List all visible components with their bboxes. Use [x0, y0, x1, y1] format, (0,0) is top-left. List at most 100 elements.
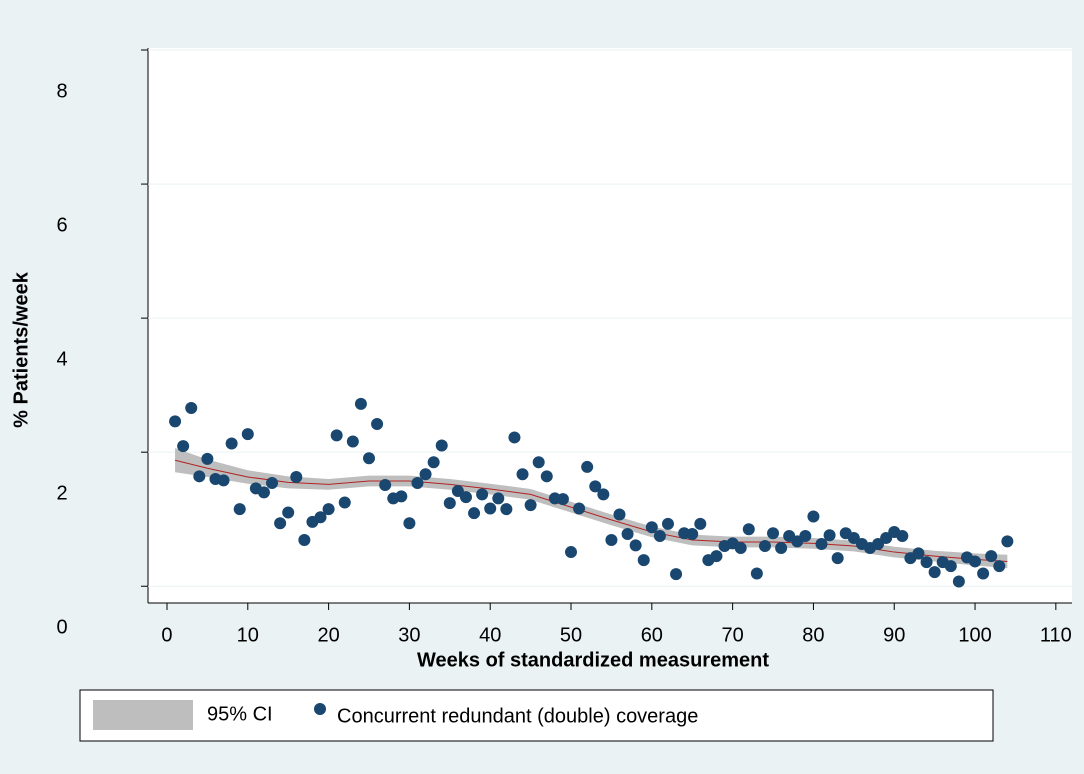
point: [217, 474, 230, 487]
point: [177, 440, 190, 453]
point: [661, 517, 674, 530]
x-tick-label: 30: [398, 624, 420, 646]
x-tick-label: 80: [802, 624, 824, 646]
point: [952, 575, 965, 588]
point: [169, 415, 182, 428]
point: [282, 506, 295, 519]
legend-swatch: [93, 700, 193, 730]
point: [500, 503, 513, 516]
point: [1001, 535, 1014, 548]
point: [767, 527, 780, 540]
point: [758, 540, 771, 553]
y-tick-label: 8: [56, 80, 67, 102]
point: [556, 493, 569, 506]
point: [443, 497, 456, 510]
point: [581, 460, 594, 473]
point: [831, 552, 844, 565]
point: [944, 560, 957, 573]
point: [338, 496, 351, 509]
point: [540, 470, 553, 483]
point: [379, 479, 392, 492]
point: [435, 439, 448, 452]
point: [573, 502, 586, 515]
point: [977, 567, 990, 580]
y-axis-title: % Patients/week: [10, 271, 32, 428]
point: [920, 556, 933, 569]
x-tick-label: 60: [641, 624, 663, 646]
point: [257, 486, 270, 499]
point: [484, 502, 497, 515]
point: [492, 492, 505, 505]
point: [193, 470, 206, 483]
x-tick-label: 0: [161, 624, 172, 646]
point: [928, 566, 941, 579]
point: [597, 488, 610, 501]
point: [233, 503, 246, 516]
point: [185, 401, 198, 414]
point: [411, 477, 424, 490]
point: [476, 488, 489, 501]
point: [274, 517, 287, 530]
x-tick-label: 110: [1040, 624, 1072, 646]
point: [750, 567, 763, 580]
point: [354, 397, 367, 410]
y-tick-label: 2: [56, 482, 67, 504]
plot-area: [148, 48, 1072, 603]
point: [637, 554, 650, 567]
point: [532, 456, 545, 469]
y-tick-label: 4: [56, 348, 67, 370]
point: [710, 550, 723, 563]
y-tick-label: 0: [56, 617, 67, 639]
legend: [79, 689, 994, 742]
point: [629, 539, 642, 552]
point: [985, 550, 998, 563]
point: [742, 523, 755, 536]
point: [589, 480, 602, 493]
point: [807, 510, 820, 523]
point: [225, 437, 238, 450]
x-tick-label: 90: [883, 624, 905, 646]
legend-label: 95% CI: [207, 703, 273, 725]
point: [645, 521, 658, 534]
point: [427, 456, 440, 469]
point: [993, 560, 1006, 573]
point: [314, 511, 327, 524]
x-tick-label: 10: [237, 624, 259, 646]
point: [516, 468, 529, 481]
x-tick-label: 40: [479, 624, 501, 646]
point: [613, 508, 626, 521]
point: [266, 477, 279, 490]
point: [508, 431, 521, 444]
point: [605, 533, 618, 546]
point: [775, 542, 788, 555]
point: [694, 517, 707, 530]
point: [371, 418, 384, 431]
point: [403, 517, 416, 530]
point: [395, 490, 408, 503]
point: [363, 452, 376, 465]
point: [621, 527, 634, 540]
legend-marker: [314, 703, 326, 715]
point: [823, 529, 836, 542]
point: [241, 428, 254, 441]
y-tick-label: 6: [56, 214, 67, 236]
point: [734, 542, 747, 555]
x-tick-label: 100: [958, 624, 991, 646]
point: [912, 547, 925, 560]
point: [565, 546, 578, 559]
point: [322, 503, 335, 516]
point: [799, 529, 812, 542]
x-axis-title: Weeks of standardized measurement: [417, 649, 769, 671]
point: [815, 538, 828, 551]
point: [468, 507, 481, 520]
point: [896, 529, 909, 542]
point: [686, 527, 699, 540]
point: [969, 555, 982, 568]
point: [419, 468, 432, 481]
point: [201, 452, 214, 465]
point: [330, 429, 343, 442]
point: [290, 470, 303, 483]
x-tick-label: 20: [317, 624, 339, 646]
legend-label: Concurrent redundant (double) coverage: [337, 705, 698, 727]
point: [459, 491, 472, 504]
